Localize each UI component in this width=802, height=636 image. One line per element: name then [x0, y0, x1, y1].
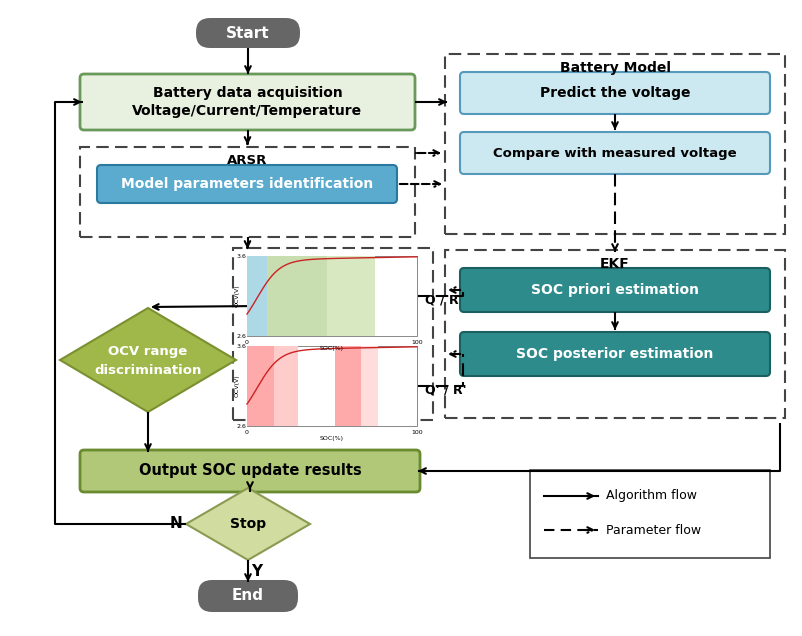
Polygon shape [186, 488, 310, 560]
FancyBboxPatch shape [80, 74, 415, 130]
Text: 0: 0 [245, 340, 249, 345]
Text: SOC(%): SOC(%) [320, 436, 344, 441]
Text: Battery Model: Battery Model [560, 61, 670, 75]
Text: Compare with measured voltage: Compare with measured voltage [493, 146, 737, 160]
Bar [247, 256, 267, 336]
Text: 100: 100 [411, 430, 423, 435]
Text: Battery data acquisition: Battery data acquisition [152, 86, 342, 100]
FancyBboxPatch shape [460, 72, 770, 114]
Text: ARSR: ARSR [227, 155, 268, 167]
Bar [233, 248, 433, 420]
Text: Output SOC update results: Output SOC update results [139, 464, 362, 478]
FancyBboxPatch shape [198, 580, 298, 612]
Text: Stop: Stop [230, 517, 266, 531]
FancyBboxPatch shape [80, 450, 420, 492]
Text: EKF: EKF [600, 257, 630, 271]
Bar [80, 147, 415, 237]
Text: SOC(%): SOC(%) [320, 346, 344, 351]
Text: 0: 0 [245, 430, 249, 435]
Text: SOC posterior estimation: SOC posterior estimation [516, 347, 714, 361]
FancyBboxPatch shape [196, 18, 300, 48]
Text: 100: 100 [411, 340, 423, 345]
FancyBboxPatch shape [460, 268, 770, 312]
Text: Predict the voltage: Predict the voltage [540, 86, 691, 100]
Bar [361, 346, 378, 426]
Text: OCV range: OCV range [108, 345, 188, 359]
Bar [247, 256, 417, 336]
Text: Model parameters identification: Model parameters identification [121, 177, 373, 191]
Text: Y: Y [252, 563, 262, 579]
Bar [445, 54, 785, 234]
Text: $U_{\rm ocv}$: $U_{\rm ocv}$ [247, 275, 273, 289]
Text: SOC priori estimation: SOC priori estimation [531, 283, 699, 297]
Text: discrimination: discrimination [95, 364, 201, 377]
Text: 3.6: 3.6 [236, 254, 246, 258]
FancyBboxPatch shape [460, 332, 770, 376]
Text: 2.6: 2.6 [236, 333, 246, 338]
Text: N: N [170, 516, 182, 532]
FancyBboxPatch shape [97, 165, 397, 203]
Text: 2.6: 2.6 [236, 424, 246, 429]
Bar [335, 346, 361, 426]
Bar [247, 346, 274, 426]
Text: Parameter flow: Parameter flow [606, 523, 701, 537]
Polygon shape [60, 308, 236, 412]
Text: OCV(V): OCV(V) [234, 285, 240, 307]
Text: OCV(V): OCV(V) [234, 375, 240, 398]
Bar [247, 346, 417, 426]
FancyBboxPatch shape [460, 132, 770, 174]
Text: Q' / R': Q' / R' [425, 384, 467, 396]
Text: Algorithm flow: Algorithm flow [606, 490, 697, 502]
Text: End: End [232, 588, 264, 604]
Text: Voltage/Current/Temperature: Voltage/Current/Temperature [132, 104, 363, 118]
Text: Start: Start [226, 25, 269, 41]
Bar [327, 256, 375, 336]
Bar [267, 256, 327, 336]
Bar [445, 250, 785, 418]
Bar [530, 470, 770, 558]
Text: Q / R: Q / R [425, 293, 459, 307]
Bar [274, 346, 298, 426]
Text: 3.6: 3.6 [236, 343, 246, 349]
